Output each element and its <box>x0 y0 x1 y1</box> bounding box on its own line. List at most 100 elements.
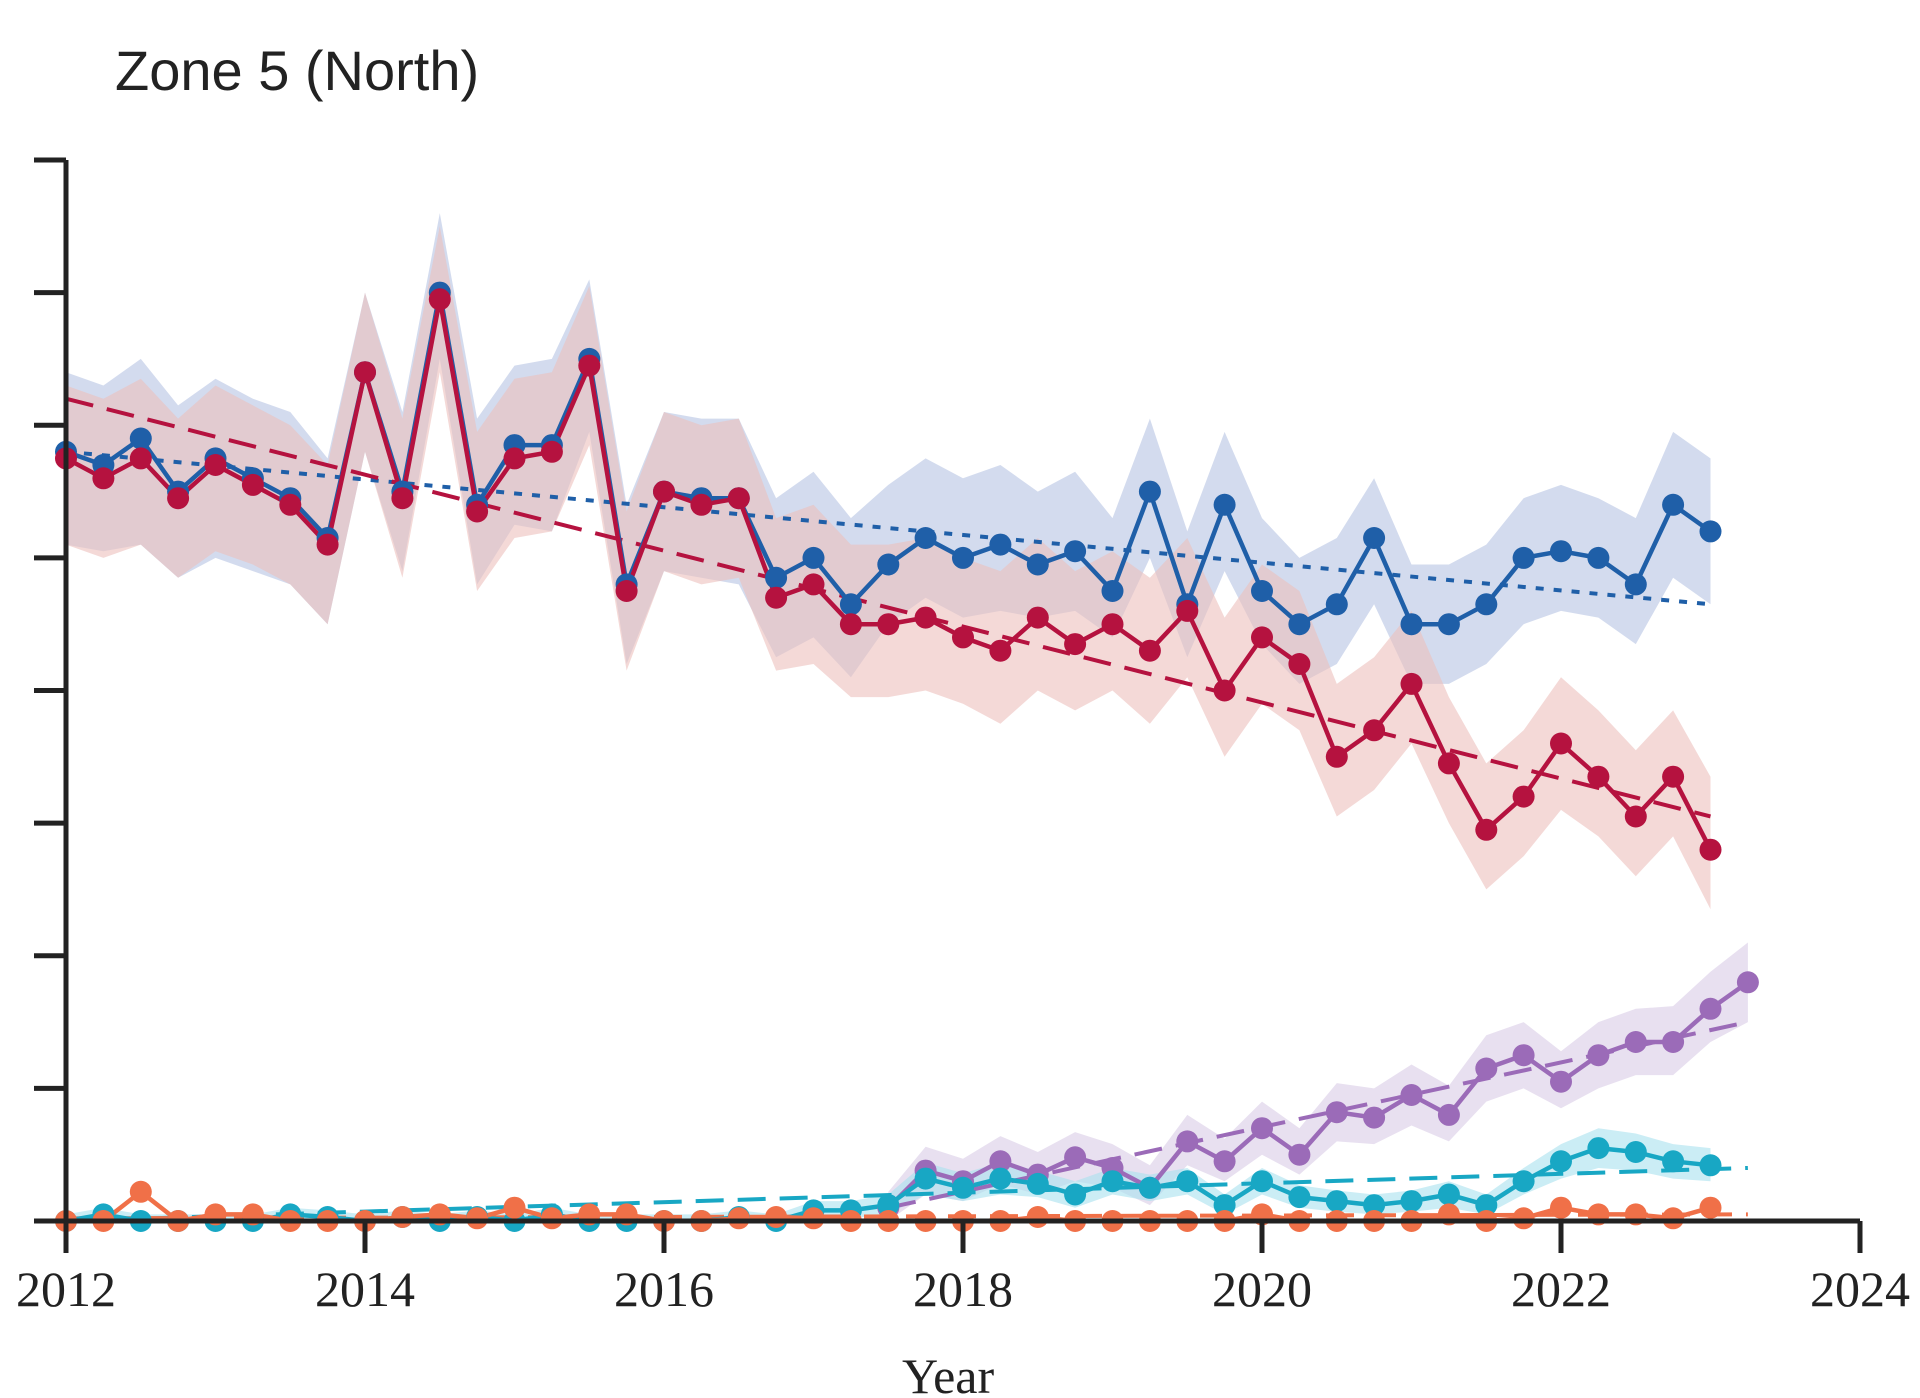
red-data-point <box>1064 633 1087 656</box>
blue-data-point <box>765 566 788 589</box>
purple-data-point <box>1213 1150 1236 1173</box>
x-axis-label: Year <box>902 1348 994 1398</box>
red-data-point <box>989 639 1012 662</box>
blue-data-point <box>802 546 825 569</box>
teal-data-point <box>1437 1183 1460 1206</box>
x-tick-label: 2012 <box>16 1261 116 1317</box>
red-data-point <box>578 354 601 377</box>
blue-data-point <box>1587 546 1610 569</box>
blue-data-point <box>1101 580 1124 602</box>
orange-data-point <box>727 1207 750 1230</box>
red-data-point <box>1325 745 1348 768</box>
red-data-point <box>1400 672 1423 695</box>
purple-data-point <box>1176 1130 1199 1153</box>
red-data-point <box>802 573 825 596</box>
purple-data-point <box>1512 1044 1535 1067</box>
orange-data-point <box>1512 1207 1535 1230</box>
teal-data-point <box>914 1167 937 1190</box>
blue-data-point <box>1325 593 1348 616</box>
red-data-point <box>1475 818 1498 841</box>
blue-data-point <box>1512 546 1535 569</box>
x-tick-label: 2024 <box>1810 1261 1910 1317</box>
blue-data-point <box>1288 613 1311 636</box>
red-data-point <box>727 487 750 510</box>
purple-data-point <box>1475 1057 1498 1080</box>
teal-data-point <box>1213 1194 1236 1217</box>
red-data-point <box>1176 599 1199 622</box>
teal-data-point <box>1400 1190 1423 1213</box>
orange-data-point <box>765 1206 788 1228</box>
red-data-point <box>354 361 376 384</box>
red-data-point <box>129 447 152 470</box>
orange-data-point <box>129 1180 152 1203</box>
teal-data-point <box>1101 1170 1124 1193</box>
red-data-point <box>1624 805 1647 828</box>
red-data-point <box>1550 732 1572 755</box>
teal-data-point <box>1699 1154 1722 1177</box>
orange-data-point <box>540 1207 563 1230</box>
red-data-point <box>765 586 788 609</box>
red-data-point <box>877 613 900 636</box>
x-tick-label: 2018 <box>913 1261 1013 1317</box>
red-data-point <box>167 487 190 510</box>
blue-data-point <box>1662 493 1685 516</box>
teal-data-point <box>1064 1183 1087 1206</box>
red-data-point <box>839 613 862 636</box>
purple-data-point <box>1550 1070 1572 1093</box>
purple-data-point <box>1400 1084 1423 1106</box>
purple-data-point <box>1064 1146 1087 1169</box>
purple-confidence-band <box>888 942 1748 1221</box>
purple-data-point <box>1437 1103 1460 1126</box>
teal-data-point <box>1026 1172 1049 1195</box>
red-data-point <box>1363 719 1386 742</box>
teal-data-point <box>1512 1170 1535 1193</box>
red-data-point <box>466 500 489 523</box>
red-data-point <box>615 580 638 602</box>
x-tick-label: 2014 <box>315 1261 415 1317</box>
teal-data-point <box>1624 1141 1647 1163</box>
red-data-point <box>428 288 451 311</box>
red-data-point <box>1026 606 1049 629</box>
teal-data-point <box>952 1176 974 1199</box>
blue-data-point <box>914 527 937 549</box>
teal-data-point <box>1138 1176 1161 1199</box>
red-data-point <box>1587 765 1610 788</box>
red-data-point <box>1512 785 1535 808</box>
teal-data-point <box>1288 1186 1311 1209</box>
red-data-point <box>952 626 974 649</box>
red-data-point <box>540 440 563 463</box>
purple-data-point <box>1288 1143 1311 1166</box>
red-data-point <box>391 487 414 510</box>
red-data-point <box>914 606 937 629</box>
orange-data-point <box>466 1207 489 1230</box>
x-tick-label: 2020 <box>1212 1261 1312 1317</box>
teal-data-point <box>1587 1137 1610 1160</box>
purple-data-point <box>1736 971 1759 994</box>
red-data-point <box>503 447 526 470</box>
red-data-point <box>1138 639 1161 662</box>
blue-data-point <box>989 533 1012 556</box>
red-data-point <box>92 467 115 490</box>
teal-data-point <box>989 1167 1012 1190</box>
teal-data-point <box>1251 1170 1273 1193</box>
red-data-point <box>1288 653 1311 675</box>
teal-data-point <box>1475 1194 1498 1217</box>
blue-data-point <box>1138 480 1161 503</box>
red-trend-line <box>65 396 1711 819</box>
teal-data-point <box>877 1194 900 1217</box>
blue-data-point <box>1699 520 1722 543</box>
orange-data-point <box>1550 1196 1572 1219</box>
blue-data-point <box>1437 613 1460 636</box>
purple-data-point <box>989 1150 1012 1173</box>
red-data-point <box>1437 752 1460 775</box>
chart-title: Zone 5 (North) <box>115 39 480 102</box>
red-data-point <box>316 533 339 556</box>
teal-data-point <box>1662 1150 1685 1173</box>
blue-data-point <box>1550 540 1572 563</box>
orange-data-point <box>1026 1206 1049 1228</box>
blue-data-point <box>1400 613 1423 636</box>
purple-data-point <box>1587 1044 1610 1067</box>
blue-data-point <box>839 593 862 616</box>
blue-data-point <box>1251 580 1273 602</box>
purple-data-point <box>1251 1117 1273 1140</box>
